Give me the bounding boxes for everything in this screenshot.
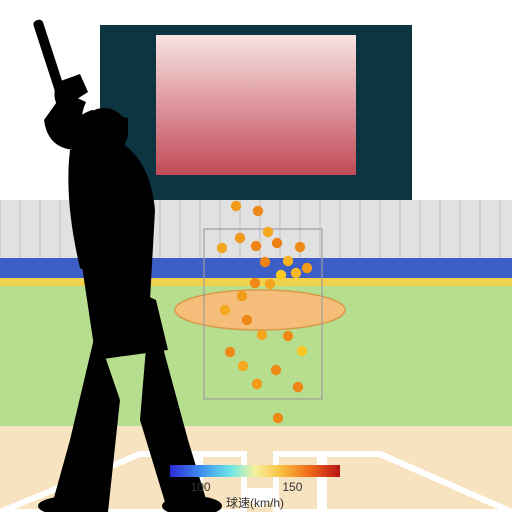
pitch-marker xyxy=(283,256,293,266)
pitch-marker xyxy=(272,238,282,248)
pitch-marker xyxy=(283,331,293,341)
scoreboard-screen xyxy=(156,35,356,175)
pitch-marker xyxy=(263,227,273,237)
pitch-marker xyxy=(217,243,227,253)
pitch-marker xyxy=(273,413,283,423)
pitch-marker xyxy=(238,361,248,371)
pitch-marker xyxy=(265,279,275,289)
pitch-marker xyxy=(250,278,260,288)
colorbar-tick-label: 100 xyxy=(191,480,211,494)
pitch-marker xyxy=(276,270,286,280)
pitch-marker xyxy=(235,233,245,243)
pitch-marker xyxy=(231,201,241,211)
colorbar-title: 球速(km/h) xyxy=(226,496,284,510)
pitch-marker xyxy=(295,242,305,252)
pitch-marker xyxy=(237,291,247,301)
fence-blue xyxy=(0,258,512,278)
pitch-marker xyxy=(253,206,263,216)
pitch-marker xyxy=(252,379,262,389)
pitch-marker xyxy=(251,241,261,251)
pitch-marker xyxy=(291,268,301,278)
pitch-marker xyxy=(225,347,235,357)
colorbar-tick-label: 150 xyxy=(282,480,302,494)
pitchers-mound xyxy=(175,290,345,330)
pitch-marker xyxy=(297,346,307,356)
pitch-marker xyxy=(260,257,270,267)
colorbar xyxy=(170,465,340,477)
pitch-marker xyxy=(220,305,230,315)
pitch-marker xyxy=(271,365,281,375)
pitch-marker xyxy=(257,330,267,340)
pitch-marker xyxy=(302,263,312,273)
pitch-marker xyxy=(293,382,303,392)
pitch-marker xyxy=(242,315,252,325)
